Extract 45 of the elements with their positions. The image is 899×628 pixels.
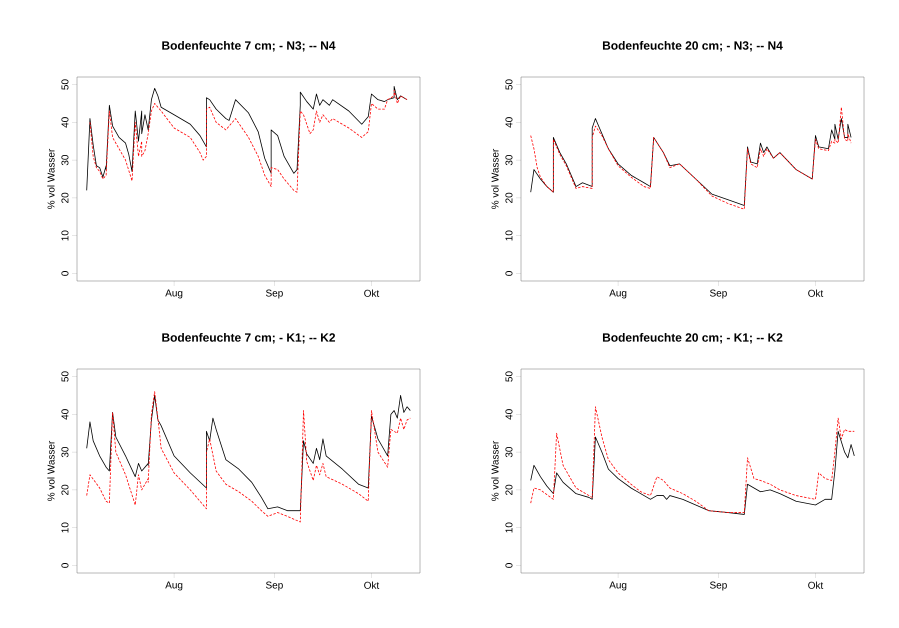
y-tick-label: 40 — [505, 117, 512, 128]
x-tick-label: Aug — [609, 290, 626, 298]
y-tick-label: 0 — [505, 271, 512, 276]
x-tick-label: Okt — [364, 290, 380, 297]
y-tick-label: 10 — [61, 230, 68, 240]
chart-title: Bodenfeuchte 20 cm; - N3; -- N4 — [602, 40, 783, 52]
x-tick-label: Sep — [710, 290, 727, 299]
y-tick-label: 40 — [61, 117, 68, 128]
y-tick-label: 30 — [505, 446, 512, 458]
y-tick-label: 10 — [505, 522, 512, 532]
y-tick-label: 50 — [61, 79, 68, 90]
y-tick-label: 10 — [505, 230, 512, 240]
y-axis-title: % vol Wasser — [47, 148, 55, 209]
chart-title: Bodenfeuchte 7 cm; - N3; -- N4 — [162, 40, 336, 52]
x-tick-label: Sep — [710, 582, 727, 591]
y-tick-label: 20 — [61, 192, 68, 203]
y-tick-label: 30 — [61, 446, 68, 458]
x-tick-label: Sep — [266, 582, 283, 591]
y-tick-label: 40 — [505, 409, 512, 420]
y-tick-label: 40 — [61, 409, 68, 420]
y-axis-title: % vol Wasser — [491, 440, 499, 501]
y-tick-label: 0 — [505, 563, 512, 568]
y-axis-title: % vol Wasser — [47, 440, 55, 501]
y-tick-label: 50 — [505, 79, 512, 90]
chart-title: Bodenfeuchte 7 cm; - K1; -- K2 — [162, 333, 336, 344]
chart-title: Bodenfeuchte 20 cm; - K1; -- K2 — [602, 333, 782, 344]
x-tick-label: Okt — [808, 290, 824, 297]
x-tick-label: Okt — [808, 582, 824, 589]
x-tick-label: Aug — [165, 582, 182, 590]
x-tick-label: Aug — [165, 290, 182, 298]
x-tick-label: Okt — [364, 582, 380, 589]
x-tick-label: Sep — [266, 290, 283, 299]
y-tick-label: 20 — [505, 484, 512, 495]
y-tick-label: 20 — [61, 484, 68, 495]
line-series — [530, 406, 855, 513]
y-tick-label: 50 — [505, 371, 512, 382]
y-tick-label: 30 — [505, 154, 512, 166]
y-tick-label: 0 — [61, 271, 68, 276]
y-tick-label: 30 — [61, 154, 68, 166]
x-tick-label: Aug — [609, 582, 626, 590]
y-tick-label: 10 — [61, 522, 68, 532]
y-axis-title: % vol Wasser — [491, 148, 499, 209]
y-tick-label: 0 — [61, 563, 68, 568]
y-tick-label: 50 — [61, 371, 68, 382]
y-tick-label: 20 — [505, 192, 512, 203]
